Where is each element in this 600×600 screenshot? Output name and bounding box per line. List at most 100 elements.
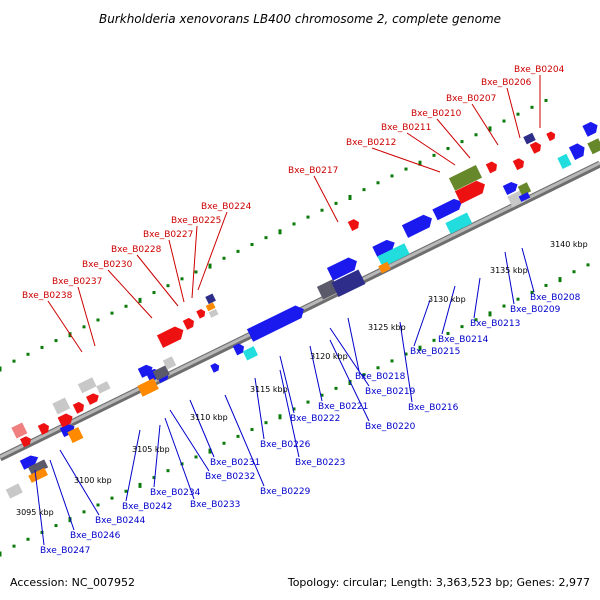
- leader-line: [399, 321, 413, 403]
- kbp-marker: 3130 kbp: [428, 295, 466, 304]
- gene-block: [162, 356, 177, 370]
- gene-label-reverse: Bxe_B0220: [365, 422, 416, 432]
- gene-label-reverse: Bxe_B0229: [260, 487, 311, 497]
- gene-arrow: [246, 305, 304, 342]
- tick-mark: [376, 366, 380, 370]
- gene-label-reverse: Bxe_B0242: [122, 502, 172, 512]
- tick-mark: [110, 496, 114, 500]
- gene-label-reverse: Bxe_B0216: [408, 403, 459, 413]
- gene-block: [77, 377, 97, 394]
- tick-mark: [488, 311, 492, 317]
- tick-mark: [558, 277, 562, 283]
- leader-line: [254, 377, 265, 440]
- genome-summary-text: Topology: circular; Length: 3,363,523 bp…: [287, 576, 590, 589]
- gene-label-reverse: Bxe_B0234: [150, 488, 201, 498]
- tick-mark: [180, 462, 184, 466]
- tick-mark: [544, 98, 548, 102]
- gene-label-reverse: Bxe_B0246: [70, 531, 121, 541]
- gene-arrow: [182, 317, 194, 330]
- tick-mark: [12, 544, 16, 548]
- gene-label-reverse: Bxe_B0209: [510, 305, 561, 315]
- tick-mark: [292, 407, 296, 411]
- gene-block: [208, 308, 219, 318]
- gene-label-forward: Bxe_B0211: [381, 123, 431, 133]
- gene-label-reverse: Bxe_B0232: [205, 472, 255, 482]
- leader-line: [136, 254, 179, 307]
- kbp-markers: 3095 kbp 3100 kbp 3105 kbp 3110 kbp 3115 kbp…: [16, 240, 588, 517]
- leader-line: [473, 277, 481, 319]
- gene-label-reverse: Bxe_B0231: [210, 458, 260, 468]
- gene-arrow: [57, 413, 73, 428]
- tick-mark: [460, 325, 464, 329]
- gene-label-forward: Bxe_B0207: [446, 94, 496, 104]
- leader-line: [34, 469, 45, 546]
- gene-label-reverse: Bxe_B0244: [95, 516, 146, 526]
- tick-mark: [194, 270, 198, 274]
- kbp-marker: 3095 kbp: [16, 508, 54, 517]
- tick-mark: [446, 331, 450, 335]
- gene-arrow: [210, 363, 220, 373]
- tick-mark: [152, 476, 156, 480]
- leader-line: [224, 394, 265, 487]
- gene-arrow: [86, 393, 99, 405]
- gene-label-forward: Bxe_B0230: [82, 260, 133, 270]
- tick-mark: [236, 249, 240, 253]
- gene-block: [67, 427, 84, 444]
- gene-arrow: [72, 401, 84, 414]
- tick-mark: [586, 263, 590, 267]
- tick-mark: [502, 304, 506, 308]
- gene-arrow: [20, 436, 31, 448]
- kbp-marker: 3105 kbp: [132, 445, 170, 454]
- gene-block: [205, 302, 216, 312]
- tick-mark: [376, 181, 380, 185]
- gene-arrow: [372, 239, 395, 258]
- gene-arrow: [37, 422, 49, 435]
- gene-arrow: [529, 141, 541, 154]
- leader-line: [329, 339, 370, 422]
- tick-mark: [390, 359, 394, 363]
- gene-block: [137, 378, 159, 397]
- tick-mark: [418, 160, 422, 166]
- gene-block: [377, 243, 410, 268]
- leader-line: [197, 211, 228, 291]
- gene-arrow: [454, 180, 485, 204]
- tick-mark: [54, 339, 58, 343]
- gene-block: [587, 138, 600, 155]
- tick-mark: [0, 551, 2, 557]
- gene-block: [11, 422, 28, 439]
- gene-block: [331, 269, 366, 298]
- gene-label-forward: Bxe_B0212: [346, 138, 396, 148]
- gene-label-forward: Bxe_B0238: [22, 291, 73, 301]
- tick-mark: [278, 229, 282, 235]
- leader-line: [153, 424, 161, 488]
- tick-mark: [264, 421, 268, 425]
- tick-mark: [166, 469, 170, 473]
- gene-arrow: [401, 214, 432, 238]
- leader-line: [309, 345, 323, 402]
- tick-mark: [390, 174, 394, 178]
- gene-label-forward: Bxe_B0210: [411, 109, 462, 119]
- leader-line: [47, 300, 83, 353]
- tick-mark: [26, 537, 30, 541]
- tick-mark: [152, 291, 156, 295]
- gene-arrow: [568, 143, 585, 161]
- gene-label-reverse: Bxe_B0222: [290, 414, 340, 424]
- leader-line: [441, 285, 456, 335]
- tick-mark: [474, 133, 478, 137]
- gene-block: [518, 192, 531, 202]
- kbp-marker: 3135 kbp: [490, 266, 528, 275]
- tick-mark: [138, 297, 142, 303]
- tick-mark: [222, 256, 226, 260]
- leader-line: [279, 355, 295, 414]
- tick-mark: [0, 366, 2, 372]
- leader-line: [313, 175, 339, 223]
- gene-block: [152, 365, 170, 381]
- tick-mark: [530, 290, 534, 294]
- tick-mark: [502, 119, 506, 123]
- gene-arrow: [196, 309, 206, 319]
- tick-mark: [12, 359, 16, 363]
- tick-mark: [222, 441, 226, 445]
- kbp-marker: 3140 kbp: [550, 240, 588, 249]
- leader-line: [59, 449, 100, 516]
- gene-arrow: [502, 181, 518, 196]
